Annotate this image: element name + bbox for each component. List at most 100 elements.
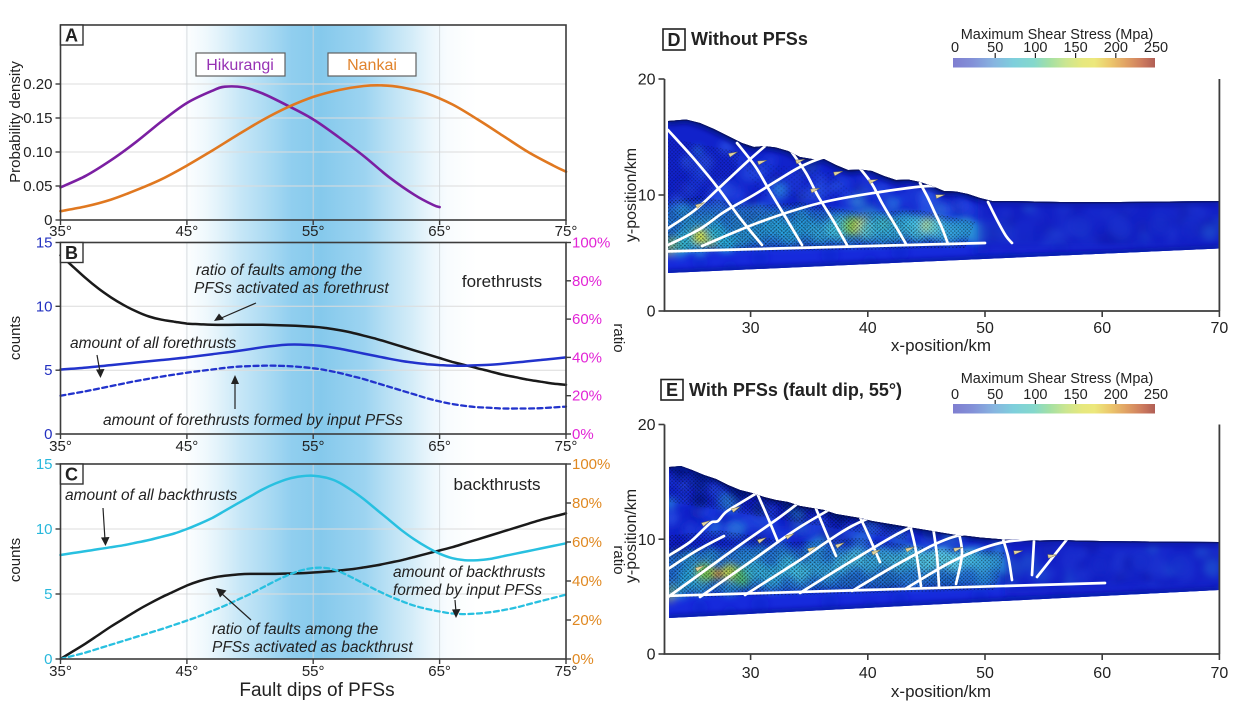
svg-text:35°: 35° [49,223,72,240]
svg-text:10: 10 [36,298,53,315]
svg-text:Hikurangi: Hikurangi [206,57,274,74]
svg-text:60%: 60% [572,534,602,551]
svg-text:Probability density: Probability density [7,61,24,183]
svg-text:0: 0 [951,40,959,56]
svg-text:200: 200 [1104,387,1128,403]
svg-text:20%: 20% [572,388,602,405]
svg-text:0.05: 0.05 [23,178,52,195]
svg-text:With PFSs (fault dip, 55°): With PFSs (fault dip, 55°) [689,380,902,400]
svg-text:10: 10 [638,532,656,549]
svg-text:10: 10 [638,188,656,205]
svg-text:0.10: 0.10 [23,144,52,161]
svg-text:80%: 80% [572,495,602,512]
svg-text:30: 30 [742,665,760,682]
svg-text:amount of all backthrusts: amount of all backthrusts [65,487,238,504]
svg-text:250: 250 [1144,387,1168,403]
svg-text:formed by input PFSs: formed by input PFSs [393,582,542,599]
svg-text:A: A [65,26,78,46]
svg-text:PFSs activated as forethrust: PFSs activated as forethrust [194,280,389,297]
svg-text:PFSs activated as backthrust: PFSs activated as backthrust [212,639,413,656]
svg-text:30: 30 [742,320,760,337]
svg-text:55°: 55° [302,223,325,240]
svg-text:0: 0 [44,212,52,229]
svg-text:15: 15 [36,235,53,252]
svg-text:D: D [668,30,681,50]
svg-text:counts: counts [7,316,24,360]
svg-text:5: 5 [44,586,52,603]
svg-text:65°: 65° [428,663,451,680]
svg-text:150: 150 [1063,387,1087,403]
svg-text:35°: 35° [49,663,72,680]
svg-text:x-position/km: x-position/km [891,682,991,701]
svg-text:50: 50 [976,665,994,682]
svg-text:40%: 40% [572,349,602,366]
svg-text:250: 250 [1144,40,1168,56]
svg-text:y-position/km: y-position/km [623,148,640,242]
svg-text:x-position/km: x-position/km [891,336,991,355]
svg-text:Maximum Shear Stress (Mpa): Maximum Shear Stress (Mpa) [961,371,1154,387]
svg-text:0.20: 0.20 [23,76,52,93]
svg-text:60: 60 [1093,320,1111,337]
svg-text:55°: 55° [302,663,325,680]
svg-text:ratio: ratio [610,545,627,574]
svg-text:Fault dips of PFSs: Fault dips of PFSs [239,680,394,701]
svg-text:40: 40 [859,320,877,337]
svg-text:200: 200 [1104,40,1128,56]
svg-text:65°: 65° [428,438,451,455]
svg-text:150: 150 [1063,40,1087,56]
svg-text:70: 70 [1211,320,1229,337]
svg-text:20%: 20% [572,612,602,629]
svg-text:0.15: 0.15 [23,110,52,127]
svg-text:Without PFSs: Without PFSs [691,29,808,49]
svg-text:45°: 45° [176,223,199,240]
svg-text:100: 100 [1023,387,1047,403]
svg-text:45°: 45° [176,438,199,455]
svg-text:backthrusts: backthrusts [454,475,541,494]
svg-text:35°: 35° [49,438,72,455]
svg-text:y-position/km: y-position/km [623,489,640,583]
svg-text:75°: 75° [555,438,578,455]
svg-text:E: E [666,380,678,400]
svg-text:0: 0 [44,426,52,443]
svg-text:ratio of faults among the: ratio of faults among the [196,262,363,279]
svg-text:65°: 65° [428,223,451,240]
svg-text:80%: 80% [572,273,602,290]
svg-text:60%: 60% [572,311,602,328]
svg-text:50: 50 [976,320,994,337]
svg-text:ratio: ratio [610,323,627,352]
svg-text:ratio of faults among the: ratio of faults among the [212,621,379,638]
svg-text:50: 50 [987,40,1003,56]
svg-text:75°: 75° [555,663,578,680]
svg-text:10: 10 [36,521,53,538]
svg-text:15: 15 [36,456,53,473]
svg-text:100%: 100% [572,456,610,473]
svg-text:100%: 100% [572,235,610,252]
svg-text:40: 40 [859,665,877,682]
svg-text:0%: 0% [572,651,594,668]
svg-text:amount of all forethrusts: amount of all forethrusts [70,335,237,352]
svg-text:100: 100 [1023,40,1047,56]
svg-text:75°: 75° [555,223,578,240]
svg-text:50: 50 [987,387,1003,403]
svg-text:forethrusts: forethrusts [462,272,542,291]
svg-text:45°: 45° [176,663,199,680]
svg-text:Maximum Shear Stress (Mpa): Maximum Shear Stress (Mpa) [961,27,1154,43]
svg-text:0: 0 [951,387,959,403]
svg-text:0: 0 [647,647,656,664]
svg-text:amount of backthrusts: amount of backthrusts [393,564,546,581]
svg-text:Nankai: Nankai [347,57,397,74]
svg-text:55°: 55° [302,438,325,455]
svg-text:20: 20 [638,417,656,434]
svg-text:5: 5 [44,362,52,379]
svg-text:70: 70 [1211,665,1229,682]
svg-text:0%: 0% [572,426,594,443]
svg-text:40%: 40% [572,573,602,590]
svg-text:counts: counts [7,538,24,582]
svg-text:20: 20 [638,72,656,89]
svg-text:amount of forethrusts formed b: amount of forethrusts formed by input PF… [103,412,403,429]
svg-text:0: 0 [44,651,52,668]
svg-text:B: B [65,243,78,263]
svg-text:0: 0 [647,304,656,321]
svg-text:C: C [65,465,78,485]
svg-text:60: 60 [1093,665,1111,682]
